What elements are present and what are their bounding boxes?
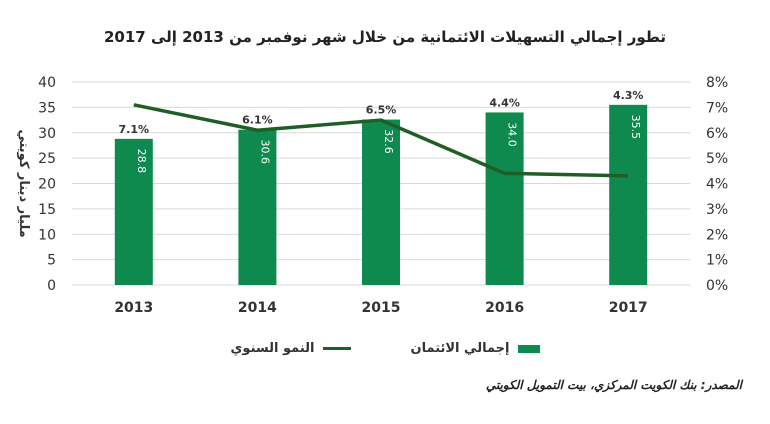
y2-tick-label: 0% [706, 278, 728, 294]
growth-value-label: 4.4% [489, 96, 520, 109]
x-tick-label: 2014 [238, 300, 277, 316]
x-tick-label: 2016 [485, 300, 524, 316]
growth-value-label: 6.5% [366, 104, 397, 117]
x-tick-label: 2015 [362, 300, 401, 316]
chart-title: تطور إجمالي التسهيلات الائتمانية من خلال… [103, 28, 667, 46]
y-tick-label: 0 [47, 278, 56, 294]
legend-label-bars: إجمالي الائتمان [410, 341, 510, 356]
bar [609, 104, 648, 286]
y2-tick-label: 7% [706, 100, 728, 116]
y-tick-label: 20 [38, 177, 56, 193]
bar [485, 112, 524, 285]
chart-plot: 0 5 10 15 20 25 30 35 40 0% 1% 2% 3% 4% 5% 6% 7% 8% مليار … [16, 75, 728, 316]
legend-label-line: النمو السنوي [230, 341, 315, 356]
x-tick-label: 2017 [609, 300, 648, 316]
bar-value-label: 32.6 [382, 129, 395, 154]
y-axis-label: مليار دينار كويتي [16, 129, 31, 237]
y2-tick-label: 6% [706, 126, 728, 142]
legend-swatch-bars [517, 344, 540, 353]
legend-item-bars: إجمالي الائتمان [411, 341, 540, 356]
growth-line [133, 103, 629, 178]
legend: إجمالي الائتمان النمو السنوي [0, 341, 770, 356]
source-note: المصدر: بنك الكويت المركزي، بيت التمويل … [485, 378, 742, 392]
y2-tick-label: 3% [706, 202, 728, 218]
y-tick-label: 15 [38, 202, 56, 218]
x-tick-label: 2013 [114, 300, 153, 316]
growth-value-label: 7.1% [119, 123, 150, 136]
legend-item-line: النمو السنوي [231, 341, 351, 356]
growth-value-label: 6.1% [242, 114, 273, 127]
bar-value-label: 28.8 [135, 149, 148, 174]
bar-value-label: 34.0 [506, 122, 519, 147]
y-tick-label: 5 [47, 253, 56, 269]
y-tick-label: 10 [38, 227, 56, 243]
growth-value-label: 4.3% [613, 89, 644, 102]
y2-tick-label: 2% [706, 227, 728, 243]
legend-swatch-line [322, 347, 351, 350]
y2-tick-label: 8% [706, 75, 728, 91]
bar [238, 129, 277, 285]
bar-value-label: 30.6 [258, 139, 271, 164]
y2-tick-label: 1% [706, 253, 728, 269]
y-tick-label: 35 [38, 100, 56, 116]
bar-value-label: 35.5 [629, 115, 642, 139]
y-tick-label: 30 [38, 126, 56, 142]
y2-tick-label: 5% [706, 151, 728, 167]
bar [114, 138, 153, 285]
y-tick-label: 25 [38, 151, 56, 167]
y2-tick-label: 4% [706, 177, 728, 193]
bar [362, 119, 400, 286]
y-tick-label: 40 [38, 75, 56, 91]
